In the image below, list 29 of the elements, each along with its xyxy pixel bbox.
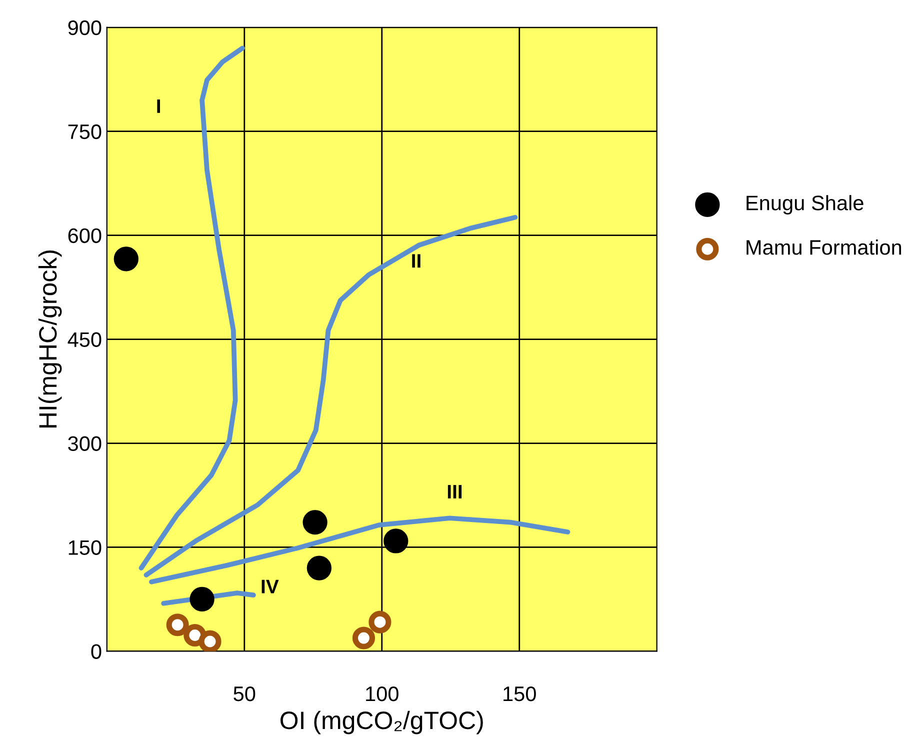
legend-label: Mamu Formation	[746, 240, 902, 255]
x-tick-label: 50	[234, 686, 256, 702]
x-tick-label: 150	[504, 686, 536, 702]
y-tick-label: 300	[68, 436, 102, 452]
line-series	[138, 46, 245, 570]
point	[302, 510, 328, 535]
annotation: I	[157, 100, 160, 113]
point	[306, 556, 332, 580]
annotation: II	[412, 254, 420, 268]
point	[384, 528, 408, 554]
point	[114, 246, 138, 272]
x-tick-label: 100	[366, 686, 398, 702]
point	[352, 626, 376, 650]
y-tick-label: 150	[68, 540, 102, 555]
y-tick-label: 900	[68, 20, 102, 36]
y-tick-label: 0	[91, 644, 102, 659]
y-tick-label: 600	[68, 228, 102, 244]
point	[166, 614, 189, 636]
y-tick-label: 750	[68, 124, 102, 140]
annotation: III	[448, 485, 462, 498]
point	[198, 630, 222, 652]
point	[368, 610, 392, 634]
line-series	[144, 214, 518, 578]
y-axis-title: HI(mgHC/grock)	[38, 250, 62, 428]
x-axis-title: OI (mgCO₂/gTOC)	[280, 710, 483, 734]
annotation: IV	[262, 580, 279, 594]
legend-label: Enugu Shale	[746, 195, 864, 214]
y-tick-label: 450	[68, 332, 102, 348]
point	[190, 586, 214, 612]
